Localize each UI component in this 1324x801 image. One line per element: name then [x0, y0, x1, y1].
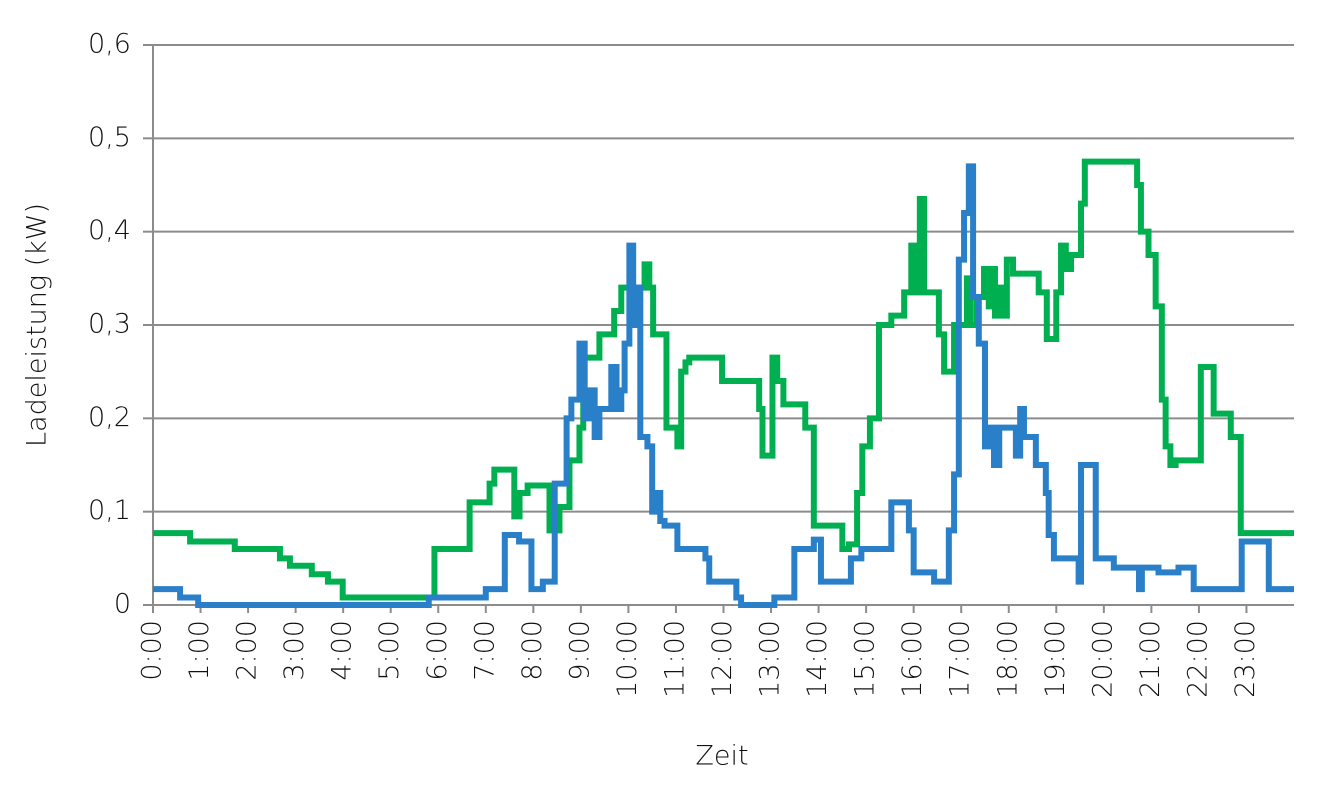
x-tick-label: 10:00 — [612, 620, 643, 698]
y-tick-label: 0 — [114, 589, 131, 620]
x-tick-label: 6:00 — [422, 620, 453, 681]
data-line — [153, 158, 1294, 601]
x-axis-title: Zeit — [695, 741, 748, 772]
x-tick-label: 16:00 — [897, 620, 928, 698]
y-tick-label: 0,2 — [88, 402, 131, 433]
x-tick-label: 3:00 — [279, 620, 310, 681]
y-tick-label: 0,6 — [88, 29, 131, 60]
x-tick-label: 7:00 — [469, 620, 500, 681]
x-tick-label: 15:00 — [850, 620, 881, 698]
x-tick-label: 19:00 — [1040, 620, 1071, 698]
x-tick-label: 13:00 — [755, 620, 786, 698]
x-tick-label: 17:00 — [945, 620, 976, 698]
x-tick-label: 20:00 — [1087, 620, 1118, 698]
x-tick-label: 14:00 — [802, 620, 833, 698]
data-line — [153, 163, 1294, 608]
x-tick-label: 18:00 — [992, 620, 1023, 698]
x-tick-label: 2:00 — [232, 620, 263, 681]
y-tick-label: 0,3 — [88, 309, 131, 340]
y-tick-label: 0,1 — [88, 495, 131, 526]
x-tick-label: 1:00 — [184, 620, 215, 681]
y-axis-title: Ladeleistung (kW) — [22, 203, 53, 447]
y-tick-label: 0,4 — [88, 215, 131, 246]
y-tick-label: 0,5 — [88, 122, 131, 153]
x-tick-label: 11:00 — [659, 620, 690, 698]
x-tick-label: 23:00 — [1230, 620, 1261, 698]
x-tick-label: 22:00 — [1182, 620, 1213, 698]
x-tick-label: 8:00 — [517, 620, 548, 681]
x-tick-label: 5:00 — [374, 620, 405, 681]
x-tick-label: 4:00 — [327, 620, 358, 681]
x-tick-label: 0:00 — [137, 620, 168, 681]
x-tick-label: 21:00 — [1135, 620, 1166, 698]
x-tick-label: 9:00 — [564, 620, 595, 681]
x-tick-label: 12:00 — [707, 620, 738, 698]
